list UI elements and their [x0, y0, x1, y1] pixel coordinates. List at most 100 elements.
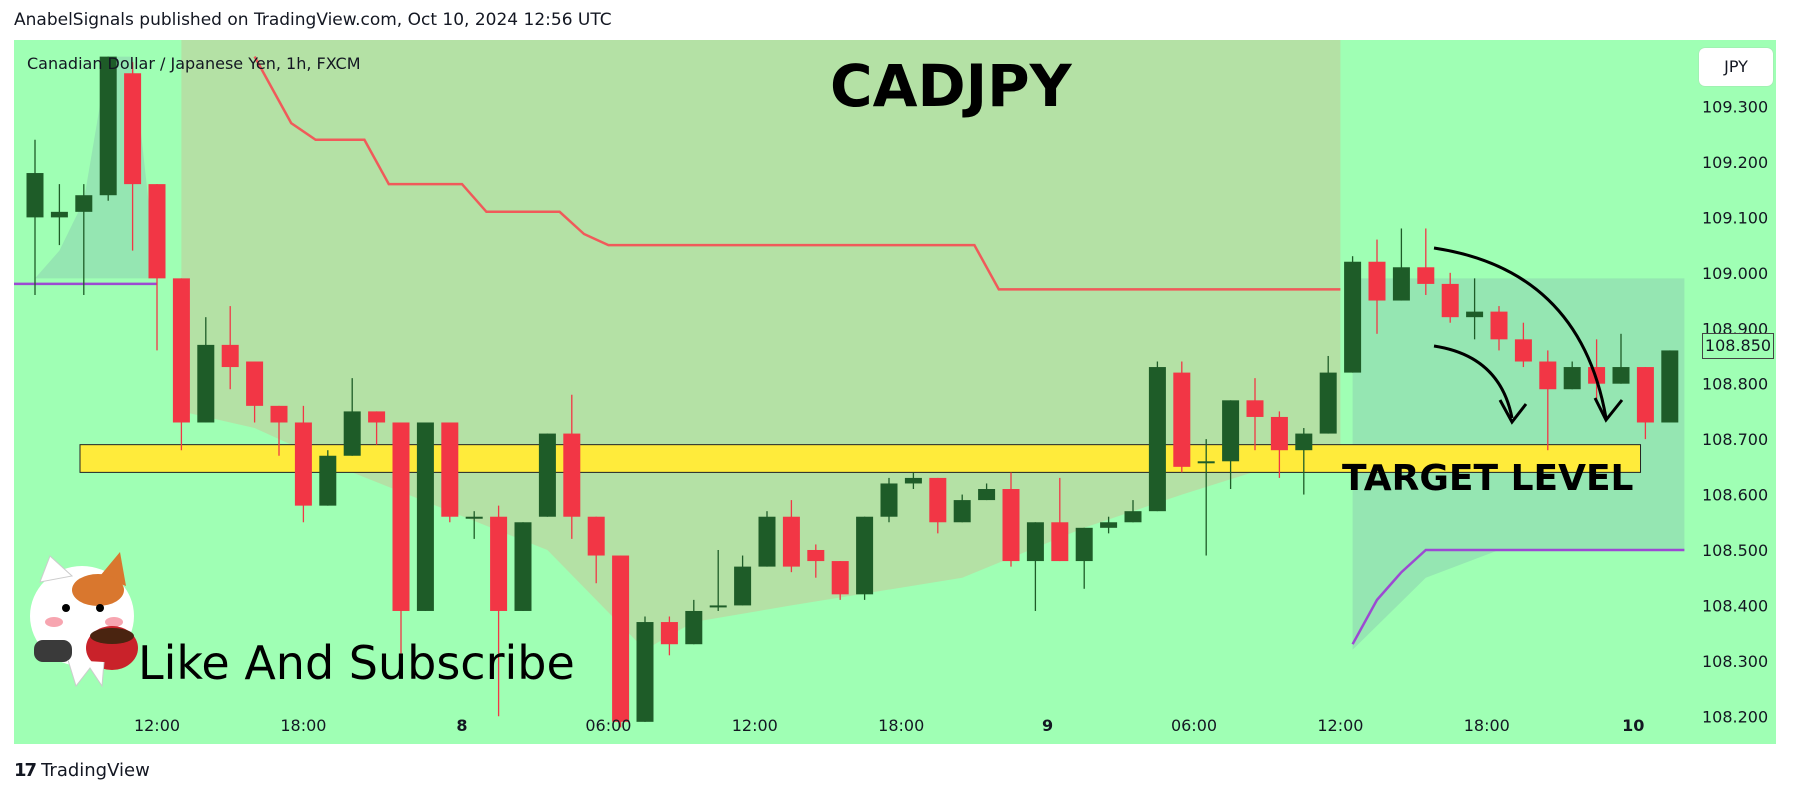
price-axis: 109.300109.200109.100109.000108.900108.8… — [1702, 98, 1768, 727]
candle — [1173, 361, 1191, 473]
candle-body — [1563, 367, 1581, 390]
candle — [1441, 272, 1459, 323]
last-price-label: 108.850 — [1702, 333, 1774, 359]
y-tick-label: 108.800 — [1702, 375, 1768, 394]
candle-body — [416, 422, 434, 611]
candle-body — [465, 516, 483, 519]
candle-body — [1295, 433, 1313, 451]
candle — [1197, 439, 1215, 556]
candle — [1222, 400, 1240, 490]
candle — [1392, 228, 1410, 301]
candle — [99, 56, 117, 201]
candle — [514, 522, 532, 611]
candle — [758, 511, 776, 567]
x-tick-label: 18:00 — [280, 716, 326, 735]
candle-body — [1148, 367, 1166, 512]
candle-body — [270, 405, 288, 423]
candle-body — [1124, 511, 1142, 523]
candle — [50, 184, 68, 246]
candle — [856, 516, 874, 600]
mascot-icon — [30, 552, 138, 688]
candle-body — [1319, 372, 1337, 434]
x-tick-label: 8 — [456, 716, 467, 735]
tradingview-logo-icon: 17 — [14, 760, 37, 781]
candle-body — [734, 566, 752, 606]
candle — [1539, 350, 1557, 451]
resistance-line — [253, 55, 1341, 291]
y-tick-label: 108.700 — [1702, 430, 1768, 449]
candle — [1319, 355, 1337, 434]
y-tick-label: 109.200 — [1702, 153, 1768, 172]
candle-body — [124, 73, 142, 185]
x-tick-label: 10 — [1622, 716, 1644, 735]
candle-body — [50, 211, 68, 218]
candles — [26, 56, 1679, 728]
candle-body — [856, 516, 874, 595]
candle-body — [1514, 339, 1532, 362]
candle-body — [1344, 261, 1362, 373]
time-axis: 12:00 18:00 8 06:00 12:00 18:00 9 06:00 12:00 18:… — [134, 716, 1644, 735]
candle — [75, 184, 93, 295]
candle-body — [1636, 367, 1654, 423]
x-tick-label: 06:00 — [1171, 716, 1217, 735]
candle — [1466, 278, 1484, 340]
candle-body — [636, 622, 654, 722]
y-tick-label: 108.400 — [1702, 596, 1768, 615]
candle-body — [1075, 527, 1093, 562]
candle-body — [587, 516, 605, 556]
currency-button[interactable]: JPY — [1699, 48, 1773, 86]
candle-body — [1441, 283, 1459, 318]
candle-body — [246, 361, 264, 406]
arrows — [1433, 246, 1624, 425]
candle — [148, 184, 166, 351]
candle — [1075, 527, 1093, 589]
candle-body — [514, 522, 532, 611]
candle — [1563, 361, 1581, 390]
candle — [246, 361, 264, 423]
candle-body — [1026, 522, 1044, 562]
candle — [1270, 411, 1288, 478]
candle — [636, 616, 654, 722]
candle — [1612, 333, 1630, 384]
candle — [465, 511, 483, 539]
candle — [904, 472, 922, 490]
candle-body — [1490, 311, 1508, 340]
candle-body — [831, 561, 849, 595]
brand-name: TradingView — [41, 760, 150, 781]
candle-body — [685, 610, 703, 645]
candle-body — [1197, 461, 1215, 464]
candle-body — [319, 455, 337, 506]
candle-body — [953, 500, 971, 523]
small-arrow-curve — [1433, 344, 1514, 419]
candle-body — [197, 344, 215, 423]
candle — [1051, 477, 1069, 562]
x-tick-label: 12:00 — [1317, 716, 1363, 735]
candle — [197, 317, 215, 423]
candle — [929, 477, 947, 534]
candle — [1344, 256, 1362, 373]
cloud-area-1 — [181, 40, 1341, 650]
candle-body — [1661, 350, 1679, 423]
footer-brand: 17 TradingView — [14, 760, 150, 781]
candle — [368, 411, 386, 445]
candle-body — [1100, 522, 1118, 528]
small-arrow-head — [1498, 399, 1528, 425]
candle-body — [612, 555, 630, 722]
candle — [612, 555, 630, 728]
candle-body — [1270, 416, 1288, 451]
candle — [441, 422, 459, 523]
candle-body — [538, 433, 556, 517]
candle-body — [368, 411, 386, 423]
y-tick-label: 109.000 — [1702, 264, 1768, 283]
candle-body — [343, 411, 361, 456]
candle-body — [978, 489, 996, 501]
candle — [709, 549, 727, 611]
candle — [734, 555, 752, 606]
candle-body — [880, 483, 898, 517]
candle-body — [758, 516, 776, 567]
candle-body — [490, 516, 508, 611]
large-arrow-head — [1593, 397, 1624, 423]
candle-body — [1222, 400, 1240, 462]
y-tick-label: 108.200 — [1702, 707, 1768, 726]
